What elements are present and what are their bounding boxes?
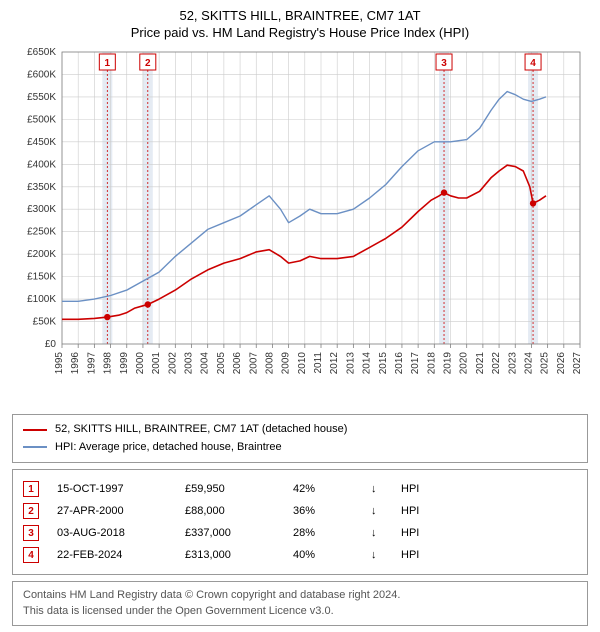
legend-item: HPI: Average price, detached house, Brai…	[23, 439, 577, 457]
svg-text:£600K: £600K	[27, 69, 56, 80]
svg-text:1996: 1996	[70, 352, 81, 375]
svg-text:£650K: £650K	[27, 47, 56, 58]
sale-event-date: 03-AUG-2018	[57, 527, 167, 539]
sale-event-price: £88,000	[185, 505, 275, 517]
svg-text:2021: 2021	[475, 352, 486, 375]
sale-event-row: 3 03-AUG-2018 £337,000 28% ↓ HPI	[23, 522, 577, 544]
svg-text:2027: 2027	[572, 352, 583, 375]
svg-text:2017: 2017	[410, 352, 421, 375]
legend: 52, SKITTS HILL, BRAINTREE, CM7 1AT (det…	[12, 414, 588, 463]
svg-text:1995: 1995	[54, 352, 65, 375]
chart-subtitle: Price paid vs. HM Land Registry's House …	[10, 25, 590, 40]
svg-text:£400K: £400K	[27, 159, 56, 170]
attribution-footer: Contains HM Land Registry data © Crown c…	[12, 581, 588, 626]
svg-text:2015: 2015	[378, 352, 389, 375]
chart-plot: £0 £50K £100K £150K £200K £250K £300K £350K £400…	[10, 46, 590, 406]
chart-title: 52, SKITTS HILL, BRAINTREE, CM7 1AT	[10, 8, 590, 23]
svg-text:£250K: £250K	[27, 227, 56, 238]
sale-event-row: 1 15-OCT-1997 £59,950 42% ↓ HPI	[23, 478, 577, 500]
svg-text:2001: 2001	[151, 352, 162, 375]
sale-event-hpi-label: HPI	[401, 549, 419, 561]
sale-event-date: 27-APR-2000	[57, 505, 167, 517]
sale-events-table: 1 15-OCT-1997 £59,950 42% ↓ HPI 2 27-APR-2000 £8…	[12, 469, 588, 575]
down-arrow-icon: ↓	[371, 505, 383, 517]
svg-text:2008: 2008	[264, 352, 275, 375]
svg-text:2005: 2005	[216, 352, 227, 375]
svg-text:2012: 2012	[329, 352, 340, 375]
sale-event-price: £337,000	[185, 527, 275, 539]
sale-event-marker: 2	[23, 503, 39, 519]
svg-text:2016: 2016	[394, 352, 405, 375]
svg-text:2024: 2024	[523, 352, 534, 375]
svg-text:2019: 2019	[443, 352, 454, 375]
svg-text:2006: 2006	[232, 352, 243, 375]
svg-text:2004: 2004	[200, 352, 211, 375]
legend-swatch	[23, 446, 47, 448]
sale-event-marker: 4	[23, 547, 39, 563]
svg-text:2002: 2002	[167, 352, 178, 375]
sale-event-hpi-label: HPI	[401, 483, 419, 495]
down-arrow-icon: ↓	[371, 527, 383, 539]
svg-text:2011: 2011	[313, 352, 324, 374]
svg-text:1997: 1997	[86, 352, 97, 375]
svg-text:£100K: £100K	[27, 294, 56, 305]
legend-swatch	[23, 429, 47, 431]
svg-text:£300K: £300K	[27, 204, 56, 215]
svg-text:2010: 2010	[297, 352, 308, 375]
sale-event-pct: 40%	[293, 549, 353, 561]
svg-text:£0: £0	[45, 339, 57, 350]
svg-text:2022: 2022	[491, 352, 502, 375]
sale-event-hpi-label: HPI	[401, 505, 419, 517]
sale-event-row: 4 22-FEB-2024 £313,000 40% ↓ HPI	[23, 544, 577, 566]
svg-text:1998: 1998	[103, 352, 114, 375]
sale-event-row: 2 27-APR-2000 £88,000 36% ↓ HPI	[23, 500, 577, 522]
svg-text:2013: 2013	[345, 352, 356, 375]
sale-event-pct: 42%	[293, 483, 353, 495]
sale-event-pct: 28%	[293, 527, 353, 539]
footer-line-2: This data is licensed under the Open Gov…	[23, 604, 577, 619]
sale-event-marker: 1	[23, 481, 39, 497]
svg-text:2026: 2026	[556, 352, 567, 375]
legend-item: 52, SKITTS HILL, BRAINTREE, CM7 1AT (det…	[23, 421, 577, 439]
svg-text:2003: 2003	[184, 352, 195, 375]
down-arrow-icon: ↓	[371, 549, 383, 561]
footer-line-1: Contains HM Land Registry data © Crown c…	[23, 588, 577, 603]
svg-text:2009: 2009	[281, 352, 292, 375]
svg-text:2023: 2023	[507, 352, 518, 375]
svg-text:2025: 2025	[540, 352, 551, 375]
svg-text:2018: 2018	[426, 352, 437, 375]
svg-text:£350K: £350K	[27, 182, 56, 193]
sale-event-pct: 36%	[293, 505, 353, 517]
chart-container: { "title": "52, SKITTS HILL, BRAINTREE, …	[0, 0, 600, 632]
svg-text:£550K: £550K	[27, 92, 56, 103]
svg-text:2000: 2000	[135, 352, 146, 375]
sale-event-price: £59,950	[185, 483, 275, 495]
svg-text:£200K: £200K	[27, 249, 56, 260]
svg-text:£450K: £450K	[27, 137, 56, 148]
svg-text:3: 3	[441, 58, 447, 69]
svg-text:£150K: £150K	[27, 272, 56, 283]
sale-event-price: £313,000	[185, 549, 275, 561]
svg-text:2: 2	[145, 58, 151, 69]
sale-event-date: 22-FEB-2024	[57, 549, 167, 561]
svg-text:£500K: £500K	[27, 114, 56, 125]
svg-text:1999: 1999	[119, 352, 130, 375]
down-arrow-icon: ↓	[371, 483, 383, 495]
chart-svg: £0 £50K £100K £150K £200K £250K £300K £350K £400…	[10, 46, 590, 406]
sale-event-date: 15-OCT-1997	[57, 483, 167, 495]
svg-text:2014: 2014	[362, 352, 373, 375]
svg-text:2020: 2020	[459, 352, 470, 375]
svg-text:2007: 2007	[248, 352, 259, 375]
legend-label: 52, SKITTS HILL, BRAINTREE, CM7 1AT (det…	[55, 421, 347, 439]
svg-text:1: 1	[105, 58, 111, 69]
svg-text:£50K: £50K	[33, 317, 57, 328]
legend-label: HPI: Average price, detached house, Brai…	[55, 439, 282, 457]
svg-text:4: 4	[530, 58, 536, 69]
sale-event-marker: 3	[23, 525, 39, 541]
sale-event-hpi-label: HPI	[401, 527, 419, 539]
